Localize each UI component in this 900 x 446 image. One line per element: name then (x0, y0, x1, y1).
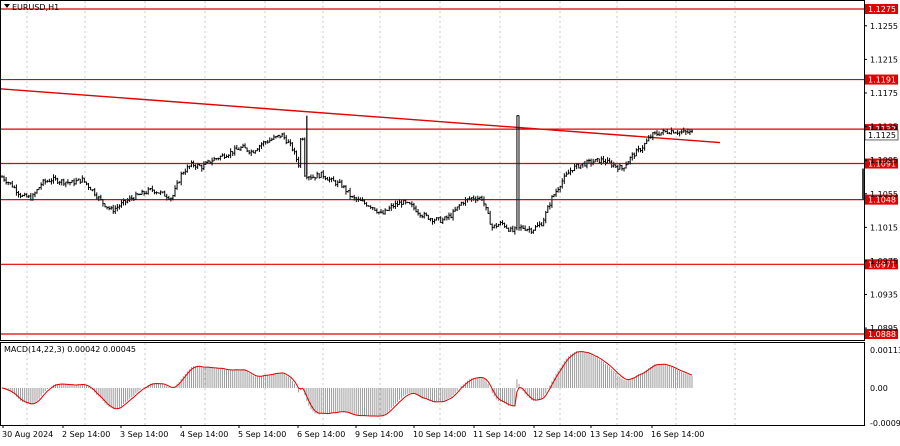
time-axis-label: 10 Sep 14:00 (413, 430, 466, 439)
time-axis-label: 6 Sep 14:00 (297, 430, 345, 439)
chart-title: EURUSD,H1 (12, 3, 59, 12)
price-axis-label: 1.1095 (870, 156, 898, 165)
time-axis-label: 30 Aug 2024 (2, 430, 53, 439)
macd-panel-frame (0, 342, 865, 426)
price-axis-label: 1.0935 (870, 291, 898, 300)
level-price-label: 1.0888 (868, 330, 896, 339)
trend-line[interactable] (0, 88, 721, 144)
macd-axis-label: 0.00113 (870, 346, 900, 355)
level-price-tag (865, 329, 898, 339)
level-price-label: 1.1048 (868, 196, 896, 205)
time-axis-label: 2 Sep 14:00 (62, 430, 110, 439)
level-price-label: 1.1191 (868, 76, 896, 85)
time-axis-label: 9 Sep 14:00 (355, 430, 403, 439)
level-price-tag (865, 158, 898, 169)
time-axis-label: 4 Sep 14:00 (180, 430, 228, 439)
price-axis-label: 1.0975 (870, 257, 898, 266)
time-axis-label: 11 Sep 14:00 (473, 430, 526, 439)
level-price-label: 1.0971 (868, 260, 896, 269)
time-axis-label: 12 Sep 14:00 (533, 430, 586, 439)
level-price-label: 1.1132 (868, 125, 896, 134)
level-price-tag (865, 194, 898, 205)
macd-axis-label: -0.00092 (870, 419, 900, 428)
macd-signal-line (1, 351, 693, 417)
time-axis-label: 5 Sep 14:00 (238, 430, 286, 439)
price-axis-label: 1.1215 (870, 55, 898, 64)
price-axis-label: 1.1055 (870, 190, 898, 199)
price-axis-label: 1.0895 (870, 324, 898, 333)
symbol-dropdown-icon[interactable] (4, 4, 10, 8)
level-price-label: 1.1275 (868, 5, 896, 14)
level-price-tag (865, 259, 898, 270)
macd-label: MACD(14,22,3) 0.00042 0.00045 (4, 345, 136, 354)
level-price-tag (865, 74, 898, 85)
current-price-label: 1.1125 (868, 131, 896, 140)
level-price-label: 1.1091 (868, 160, 896, 169)
price-panel-frame (0, 0, 865, 341)
macd-axis-label: 0.00 (870, 384, 888, 393)
time-axis-label: 13 Sep 14:00 (590, 430, 643, 439)
level-price-tag (865, 124, 898, 135)
price-axis-label: 1.1015 (870, 223, 898, 232)
price-axis-label: 1.1135 (870, 123, 898, 132)
price-axis-label: 1.1175 (870, 89, 898, 98)
level-price-tag (865, 4, 898, 14)
time-axis-label: 3 Sep 14:00 (120, 430, 168, 439)
time-axis-label: 16 Sep 14:00 (651, 430, 704, 439)
price-axis-label: 1.1255 (870, 22, 898, 31)
